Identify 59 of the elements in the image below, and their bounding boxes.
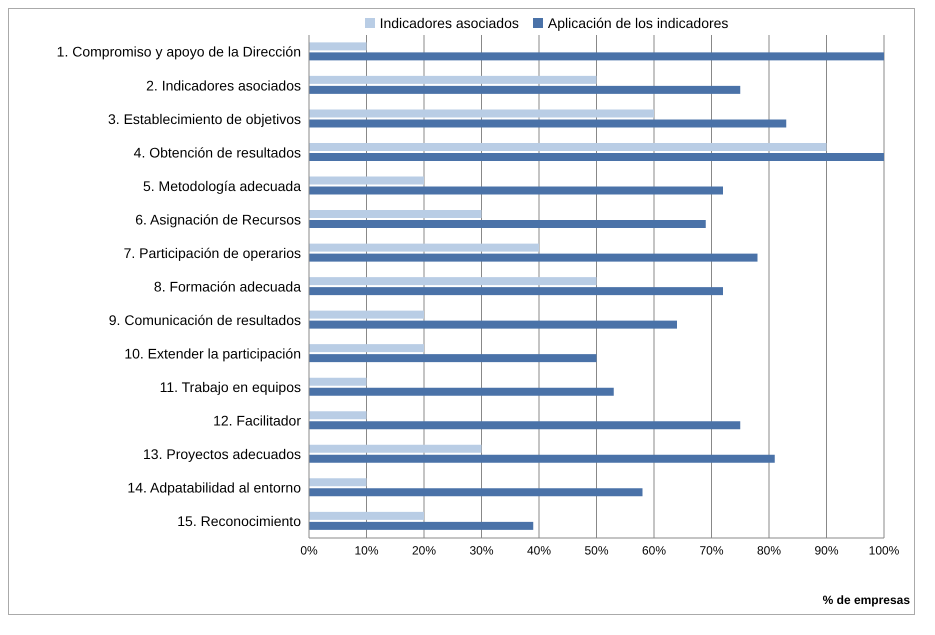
y-tick-label: 11. Trabajo en equipos [160, 379, 301, 396]
bar [309, 320, 677, 329]
x-tick-label: 90% [814, 544, 839, 558]
y-tick-label: 2. Indicadores asociados [146, 77, 301, 94]
y-tick-label: 7. Participación de operarios [124, 244, 301, 261]
bar [309, 244, 539, 252]
bar [309, 287, 723, 296]
y-tick-label: 12. Facilitador [213, 412, 302, 429]
bar [309, 488, 642, 496]
bar [309, 142, 826, 151]
bar [309, 522, 534, 530]
y-tick-label: 1. Compromiso y apoyo de la Dirección [56, 44, 301, 60]
y-tick-label: 10. Extender la participación [124, 346, 301, 362]
bar [309, 444, 482, 453]
bar [309, 220, 706, 228]
x-tick-label: 100% [868, 544, 900, 558]
x-tick-label: 20% [412, 544, 436, 558]
bar [309, 119, 786, 128]
legend-label: Indicadores asociados [380, 15, 519, 31]
bar [309, 411, 366, 420]
y-tick-label: 15. Reconocimiento [177, 513, 302, 530]
y-tick-label: 14. Adpatabilidad al entorno [127, 480, 302, 496]
x-axis-title: % de empresas [822, 593, 910, 607]
bar [309, 254, 758, 262]
x-tick-label: 60% [642, 544, 666, 558]
bar [309, 76, 596, 84]
bar [309, 421, 740, 430]
bar [309, 478, 366, 486]
x-tick-label: 30% [469, 544, 494, 558]
bar [309, 186, 723, 195]
bar [309, 454, 775, 463]
y-tick-label: 6. Asignación de Recursos [135, 211, 301, 228]
x-tick-label: 80% [756, 544, 782, 558]
y-tick-label: 4. Obtención de resultados [134, 144, 301, 160]
x-tick-label: 70% [699, 544, 724, 558]
bar [309, 388, 614, 396]
x-tick-label: 0% [300, 544, 318, 558]
x-tick-label: 50% [584, 544, 609, 558]
bar [309, 378, 366, 386]
bar [309, 210, 482, 218]
x-tick-label: 10% [354, 544, 379, 558]
y-tick-label: 3. Establecimiento de objetivos [108, 110, 301, 127]
bar [309, 344, 424, 352]
bar [309, 277, 596, 286]
bar [309, 42, 366, 50]
y-tick-label: 9. Comunicación de resultados [108, 312, 301, 328]
x-tick-label: 40% [526, 544, 552, 558]
bar [309, 52, 884, 60]
bar [309, 310, 424, 319]
bar [309, 354, 596, 362]
y-tick-label: 8. Formación adecuada [154, 278, 302, 294]
legend-label: Aplicación de los indicadores [548, 15, 728, 31]
y-tick-label: 13. Proyectos adecuados [143, 446, 301, 462]
y-tick-label: 5. Metodología adecuada [142, 178, 302, 194]
bar [309, 109, 654, 118]
bar [309, 152, 884, 161]
bar [309, 512, 424, 520]
bar [309, 86, 740, 94]
bar [309, 176, 424, 185]
